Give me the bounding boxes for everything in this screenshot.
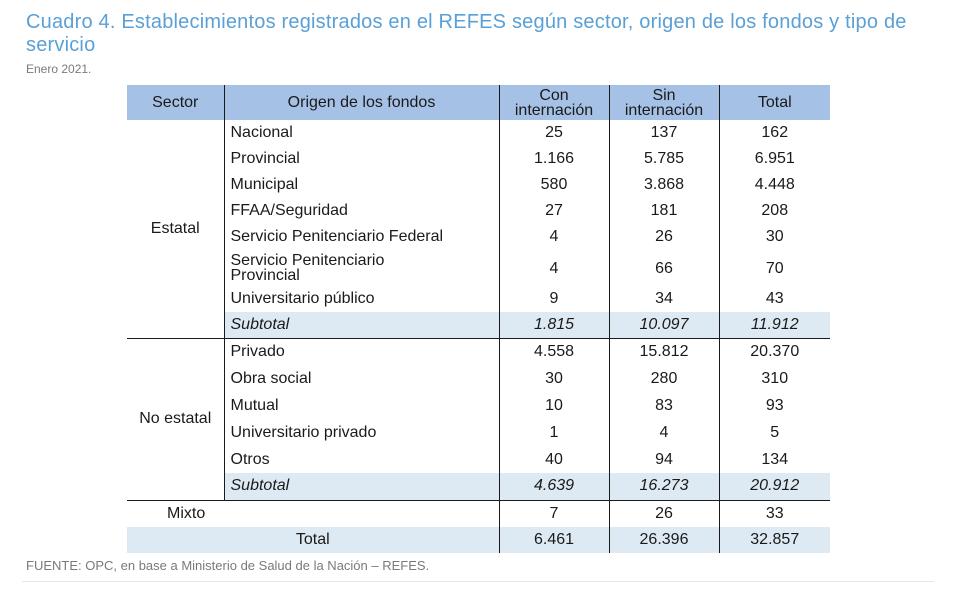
mixto-row: Mixto 7 26 33 <box>127 499 830 527</box>
table-subtitle: Enero 2021. <box>26 62 92 76</box>
sin-cell: 66 <box>608 250 719 286</box>
total-cell: 32.857 <box>718 527 830 553</box>
sin-cell: 5.785 <box>608 146 719 172</box>
header-sin-line1: Sin <box>652 86 676 104</box>
origen-cell: Privado <box>223 337 499 365</box>
total-cell: 208 <box>718 198 830 224</box>
con-cell: 580 <box>498 172 609 198</box>
origen-cell: Otros <box>223 446 499 473</box>
origen-cell: Nacional <box>223 120 499 146</box>
total-cell: 30 <box>718 224 830 250</box>
total-cell: 4.448 <box>718 172 830 198</box>
sin-cell: 94 <box>608 446 719 473</box>
origen-cell: Provincial <box>223 146 499 172</box>
table-row: Otros 40 94 134 <box>127 446 830 473</box>
con-cell: 4.558 <box>498 337 609 365</box>
origen-cell: Servicio Penitenciario Provincial <box>223 250 499 286</box>
subtotal-row: Subtotal 1.815 10.097 11.912 <box>127 312 830 338</box>
total-cell: 33 <box>718 499 830 527</box>
con-cell: 4 <box>498 250 609 286</box>
header-sector: Sector <box>127 85 224 120</box>
origen-cell: Municipal <box>223 172 499 198</box>
sin-cell: 137 <box>608 120 719 146</box>
con-cell: 10 <box>498 392 609 419</box>
sin-cell: 15.812 <box>608 337 719 365</box>
con-cell: 40 <box>498 446 609 473</box>
table-row: FFAA/Seguridad 27 181 208 <box>127 198 830 224</box>
total-cell: 310 <box>718 365 830 392</box>
sector-no-estatal: No estatal <box>127 337 224 500</box>
origen-cell: FFAA/Seguridad <box>223 198 499 224</box>
header-total: Total <box>718 85 830 120</box>
header-row: Sector Origen de los fondos Con internac… <box>127 85 830 120</box>
sin-cell: 16.273 <box>608 473 719 500</box>
header-con-line2: internación <box>514 101 594 119</box>
con-cell: 6.461 <box>498 527 609 553</box>
total-cell: 5 <box>718 419 830 446</box>
origen-line2: Provincial <box>230 267 300 284</box>
subtotal-label: Subtotal <box>223 312 499 338</box>
sin-cell: 280 <box>608 365 719 392</box>
table-title: Cuadro 4. Establecimientos registrados e… <box>26 11 907 56</box>
total-cell: 134 <box>718 446 830 473</box>
con-cell: 27 <box>498 198 609 224</box>
origen-cell: Mutual <box>223 392 499 419</box>
con-cell: 4.639 <box>498 473 609 500</box>
sin-cell: 83 <box>608 392 719 419</box>
table-row: Provincial 1.166 5.785 6.951 <box>127 146 830 172</box>
sin-cell: 26 <box>608 499 719 527</box>
total-cell: 20.370 <box>718 337 830 365</box>
header-con-line1: Con <box>539 86 569 104</box>
con-cell: 25 <box>498 120 609 146</box>
total-cell: 162 <box>718 120 830 146</box>
table-row: Obra social 30 280 310 <box>127 365 830 392</box>
origen-cell: Obra social <box>223 365 499 392</box>
con-cell: 1.166 <box>498 146 609 172</box>
sin-cell: 34 <box>608 286 719 312</box>
total-cell: 11.912 <box>718 312 830 338</box>
origen-cell: Universitario privado <box>223 419 499 446</box>
con-cell: 1 <box>498 419 609 446</box>
source-note: FUENTE: OPC, en base a Ministerio de Sal… <box>26 558 430 573</box>
origen-cell: Universitario público <box>223 286 499 312</box>
total-cell: 43 <box>718 286 830 312</box>
table-row: No estatal Privado 4.558 15.812 20.370 <box>127 337 830 500</box>
header-con-internacion: Con internación <box>498 85 609 120</box>
refes-table: Sector Origen de los fondos Con internac… <box>127 85 830 553</box>
bottom-divider <box>22 581 934 582</box>
total-row: Total 6.461 26.396 32.857 <box>127 527 830 553</box>
table-row: Servicio Penitenciario Federal 4 26 30 <box>127 224 830 250</box>
sector-mixto: Mixto <box>127 499 499 527</box>
origen-cell: Servicio Penitenciario Federal <box>223 224 499 250</box>
table-row: Servicio Penitenciario Provincial 4 66 7… <box>127 250 830 286</box>
header-sin-internacion: Sin internación <box>608 85 719 120</box>
total-cell: 70 <box>718 250 830 286</box>
con-cell: 4 <box>498 224 609 250</box>
sin-cell: 26.396 <box>608 527 719 553</box>
sin-cell: 3.868 <box>608 172 719 198</box>
total-label: Total <box>127 527 499 553</box>
subtotal-row: Subtotal 4.639 16.273 20.912 <box>127 473 830 500</box>
subtotal-label: Subtotal <box>223 473 499 500</box>
total-cell: 6.951 <box>718 146 830 172</box>
con-cell: 9 <box>498 286 609 312</box>
sin-cell: 10.097 <box>608 312 719 338</box>
sin-cell: 181 <box>608 198 719 224</box>
total-cell: 20.912 <box>718 473 830 500</box>
total-cell: 93 <box>718 392 830 419</box>
con-cell: 30 <box>498 365 609 392</box>
table-row: Universitario privado 1 4 5 <box>127 419 830 446</box>
sin-cell: 4 <box>608 419 719 446</box>
header-sin-line2: internación <box>624 101 704 119</box>
origen-line1: Servicio Penitenciario <box>230 252 385 269</box>
table-row: Estatal Nacional 25 137 162 <box>127 120 830 237</box>
table-row: Universitario público 9 34 43 <box>127 286 830 312</box>
sector-estatal: Estatal <box>150 219 200 237</box>
con-cell: 7 <box>498 499 609 527</box>
table-row: Mutual 10 83 93 <box>127 392 830 419</box>
con-cell: 1.815 <box>498 312 609 338</box>
sin-cell: 26 <box>608 224 719 250</box>
table-row: Municipal 580 3.868 4.448 <box>127 172 830 198</box>
header-origen: Origen de los fondos <box>223 85 499 120</box>
